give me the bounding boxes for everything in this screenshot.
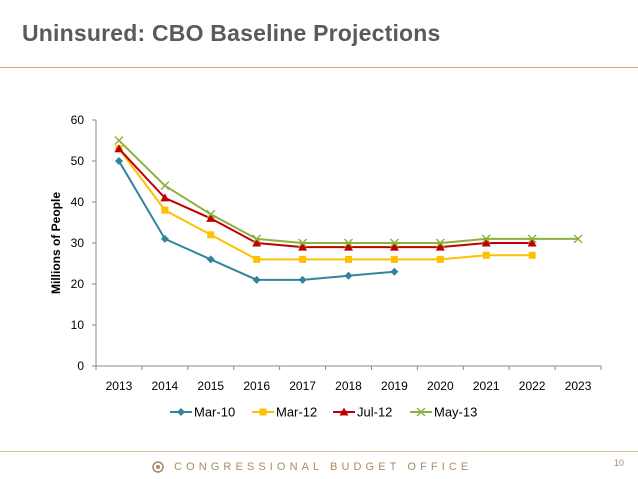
data-point-may-13 bbox=[298, 238, 308, 248]
y-tick-label: 0 bbox=[77, 359, 84, 373]
data-point-may-13 bbox=[481, 234, 491, 244]
legend-item-jul-12: Jul-12 bbox=[333, 405, 392, 420]
data-point-may-13 bbox=[206, 209, 216, 219]
data-point-jul-12 bbox=[298, 242, 308, 251]
data-point-jul-12 bbox=[389, 242, 399, 251]
series-line-may-13 bbox=[118, 139, 579, 244]
data-point-may-13 bbox=[344, 238, 353, 248]
header-divider bbox=[0, 67, 638, 68]
legend-label: Mar-10 bbox=[194, 405, 235, 420]
legend-item-mar-10: Mar-10 bbox=[170, 405, 235, 420]
footer: CONGRESSIONAL BUDGET OFFICE bbox=[152, 459, 472, 475]
data-point-may-13 bbox=[527, 234, 537, 244]
page-number: 10 bbox=[613, 458, 624, 468]
y-tick-label: 10 bbox=[71, 318, 85, 332]
data-point-jul-12 bbox=[114, 144, 124, 153]
data-point-mar-12 bbox=[299, 255, 307, 263]
data-point-mar-12 bbox=[436, 255, 444, 263]
legend-label: May-13 bbox=[434, 405, 477, 420]
page-title: Uninsured: CBO Baseline Projections bbox=[22, 20, 441, 46]
line-chart: Millions of People 0 10 20 30 40 50 60 2013 2014… bbox=[49, 113, 602, 420]
x-tick-label: 2020 bbox=[427, 379, 454, 393]
data-point-may-13 bbox=[160, 181, 170, 191]
x-tick-label: 2016 bbox=[243, 379, 270, 393]
data-point-mar-10 bbox=[344, 271, 353, 280]
data-point-mar-10 bbox=[298, 275, 307, 284]
y-tick-label: 40 bbox=[71, 195, 85, 209]
x-tick-label: 2021 bbox=[473, 379, 500, 393]
series-line-mar-12 bbox=[118, 148, 533, 261]
y-axis-title: Millions of People bbox=[49, 192, 63, 294]
data-point-jul-12 bbox=[206, 213, 216, 222]
data-point-mar-10 bbox=[206, 255, 215, 264]
x-tick-label: 2022 bbox=[519, 379, 546, 393]
x-tick-label: 2018 bbox=[335, 379, 362, 393]
legend-label: Mar-12 bbox=[276, 405, 317, 420]
legend-item-mar-12: Mar-12 bbox=[252, 405, 317, 420]
footer-divider bbox=[0, 451, 638, 452]
data-point-may-13 bbox=[389, 238, 399, 248]
y-tick-label: 50 bbox=[71, 154, 85, 168]
x-tick-label: 2019 bbox=[381, 379, 408, 393]
data-point-jul-12 bbox=[252, 238, 262, 247]
series-jul-12 bbox=[114, 144, 537, 251]
legend-marker bbox=[416, 407, 426, 417]
data-point-may-13 bbox=[573, 234, 583, 244]
legend-marker bbox=[259, 408, 267, 416]
x-tick-label: 2014 bbox=[152, 379, 179, 393]
data-point-may-13 bbox=[114, 136, 124, 145]
cbo-seal-icon bbox=[152, 461, 164, 473]
x-tick-label: 2017 bbox=[289, 379, 316, 393]
data-point-jul-12 bbox=[160, 193, 170, 202]
data-point-mar-10 bbox=[114, 157, 123, 165]
data-point-mar-12 bbox=[207, 231, 215, 239]
series-line-jul-12 bbox=[118, 148, 533, 249]
data-point-jul-12 bbox=[481, 238, 491, 247]
legend-item-may-13: May-13 bbox=[410, 405, 477, 420]
y-tick-label: 60 bbox=[71, 113, 85, 127]
data-point-jul-12 bbox=[527, 238, 537, 247]
footer-organization: CONGRESSIONAL BUDGET OFFICE bbox=[174, 461, 473, 473]
x-tick-label: 2015 bbox=[197, 379, 224, 393]
data-point-mar-10 bbox=[160, 234, 169, 243]
y-tick-label: 20 bbox=[71, 277, 85, 291]
data-point-mar-12 bbox=[390, 255, 398, 263]
series-mar-12 bbox=[115, 145, 536, 263]
data-point-mar-12 bbox=[528, 251, 536, 259]
data-point-mar-12 bbox=[482, 251, 490, 259]
series-may-13 bbox=[114, 136, 583, 248]
series-mar-10 bbox=[114, 157, 399, 284]
data-point-mar-12 bbox=[345, 255, 352, 263]
data-point-mar-12 bbox=[161, 206, 169, 214]
y-tick-label: 30 bbox=[71, 236, 85, 250]
data-point-may-13 bbox=[252, 234, 262, 244]
x-tick-label: 2013 bbox=[106, 379, 133, 393]
data-point-jul-12 bbox=[435, 242, 445, 251]
data-point-mar-10 bbox=[252, 275, 261, 284]
data-point-jul-12 bbox=[344, 242, 353, 251]
data-point-mar-10 bbox=[390, 267, 399, 276]
data-point-may-13 bbox=[435, 238, 445, 248]
data-point-mar-12 bbox=[253, 255, 261, 263]
x-tick-label: 2023 bbox=[565, 379, 592, 393]
legend-label: Jul-12 bbox=[357, 405, 392, 420]
legend-marker bbox=[177, 408, 185, 416]
legend-marker bbox=[339, 407, 349, 416]
